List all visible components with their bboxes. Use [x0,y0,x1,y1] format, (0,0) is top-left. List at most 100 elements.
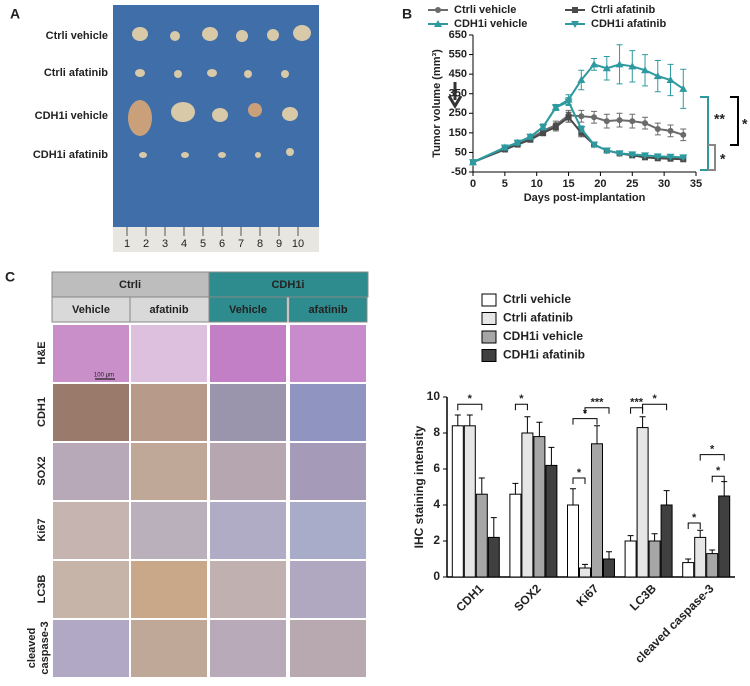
bar [694,536,707,578]
marker [679,84,688,92]
error-bar [627,535,634,541]
error-bar [582,563,588,568]
marker [572,7,578,13]
marker [653,153,662,161]
group-header [51,271,210,298]
bracket [457,403,483,411]
row-label: Ki67 [36,518,48,541]
marker [616,117,623,124]
significance: * [577,467,582,479]
row-label: cleaved [26,628,38,668]
x-axis-label: Days post-implantation [524,192,646,204]
ihc-image [131,620,207,677]
significance: * [652,393,657,405]
line [472,115,684,164]
legend-label: CDH1i afatinib [503,348,585,362]
ihc-image [53,561,129,618]
marker [629,118,636,125]
y-tick-label: 250 [449,107,467,119]
marker [513,139,522,147]
y-tick-label: 6 [433,461,440,475]
y-tick-label: 2 [433,533,440,547]
ihc-image [290,561,366,618]
error-bar [536,421,543,437]
ruler-number: 2 [143,238,149,250]
error-bar [512,482,519,495]
ihc-image [290,502,366,559]
marker [577,125,586,133]
marker [667,127,674,134]
significance: *** [630,397,644,409]
bar [603,558,615,578]
error-bar [490,517,497,538]
legend-label: Ctrli vehicle [454,4,516,16]
marker [666,76,675,84]
row-label: H&E [36,341,48,364]
marker [540,129,547,136]
y-tick-label: 50 [455,146,467,158]
ruler-number: 8 [257,238,263,250]
marker [603,118,610,125]
error-bar [651,533,658,541]
marker [602,64,611,72]
y-axis-label: IHC staining intensity [412,425,426,548]
column-label: Vehicle [229,304,267,316]
legend-label: CDH1i vehicle [503,329,583,343]
legend-swatch [481,312,497,325]
marker [654,125,661,132]
ihc-image [131,443,207,500]
significance: ** [714,111,725,127]
bar [567,504,579,578]
error-bar [709,549,716,554]
row-label: CDH1i vehicle [35,110,108,122]
bar [463,425,476,578]
column-header [288,296,368,323]
ihc-image [131,325,207,382]
error-bar [478,477,485,495]
y-tick-label: 0 [433,569,440,583]
ihc-image [53,502,129,559]
group-label: Ctrli [119,279,141,291]
marker [469,159,477,167]
ihc-image [210,325,286,382]
column-header [51,296,131,323]
x-tick-label: 30 [658,178,670,190]
x-tick-label: CDH1 [453,581,486,614]
bar [545,464,558,578]
marker [602,147,611,155]
row-label: LC3B [36,575,48,604]
row-label: Ctrli vehicle [46,30,108,42]
x-tick-label: 5 [502,178,508,190]
line [472,100,684,164]
group-label: CDH1i [271,279,304,291]
marker [641,66,650,74]
y-tick-label: 150 [449,127,467,139]
column-label: Vehicle [72,304,110,316]
marker [539,123,548,131]
error-bar [594,425,600,444]
column-header [208,296,288,323]
ihc-image [53,325,129,382]
ruler-number: 10 [292,238,304,250]
ruler-number: 3 [162,238,168,250]
error-bar [639,416,646,428]
marker [565,114,572,121]
legend-label: CDH1i afatinib [591,18,666,30]
significance: * [720,151,726,167]
ihc-image [53,620,129,677]
y-tick-label: 450 [449,68,467,80]
bracket [687,522,701,529]
marker [577,76,586,84]
marker [500,144,509,152]
y-axis-label: Tumor volume (mm³) [431,49,443,158]
bracket [514,403,528,411]
ihc-image [210,561,286,618]
ihc-image [290,620,366,677]
marker [435,7,441,13]
y-tick-label: 550 [449,48,467,60]
error-bar [685,558,692,563]
bracket [584,407,610,414]
ruler [113,227,319,252]
x-tick-label: 0 [470,178,476,190]
